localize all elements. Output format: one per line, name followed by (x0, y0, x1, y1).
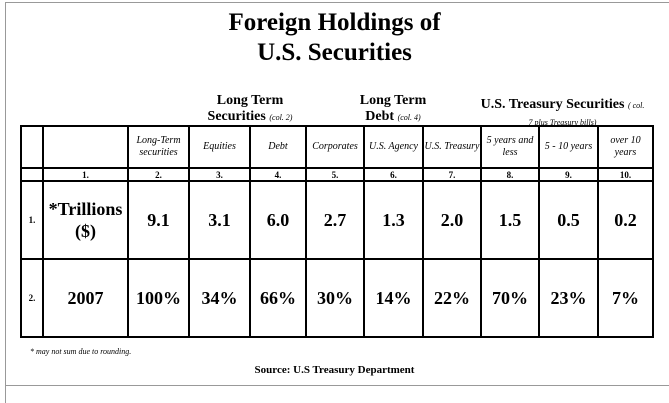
header-cell: Debt (249, 125, 307, 169)
data-cell: 1.5 (480, 180, 540, 260)
frame-line (5, 385, 669, 386)
header-cell: U.S. Treasury (422, 125, 482, 169)
group-note: (col. 4) (397, 113, 421, 122)
title-line: Foreign Holdings of (228, 9, 441, 36)
data-cell: 6.0 (249, 180, 307, 260)
row-label: *Trillions ($) (42, 180, 129, 260)
group-title: U.S. Treasury Securities (480, 97, 625, 112)
table: Long-Term securities Equities Debt Corporat… (20, 125, 654, 338)
data-cell: 14% (363, 258, 424, 338)
header-cell: U.S. Agency (363, 125, 424, 169)
row-number: 2. (20, 258, 44, 338)
data-cell: 7% (597, 258, 654, 338)
column-number-cell: 9. (538, 167, 599, 182)
data-cell: 23% (538, 258, 599, 338)
header-cell: 5 - 10 years (538, 125, 599, 169)
footnote: * may not sum due to rounding. (30, 347, 132, 356)
header-row: Long-Term securities Equities Debt Corporat… (20, 125, 654, 169)
data-cell: 70% (480, 258, 540, 338)
group-header: Long Term Securities (col. 2) (195, 93, 305, 126)
data-cell: 0.5 (538, 180, 599, 260)
column-number-row: 1. 2. 3. 4. 5. 6. 7. 8. 9. 10. (20, 167, 654, 182)
header-cell: over 10 years (597, 125, 654, 169)
column-number-cell: 10. (597, 167, 654, 182)
group-title: Long Term Securities (207, 93, 284, 124)
data-cell: 66% (249, 258, 307, 338)
header-cell: Corporates (305, 125, 365, 169)
column-number-cell: 2. (127, 167, 190, 182)
group-title: Long Term Debt (359, 93, 427, 124)
data-cell: 2.7 (305, 180, 365, 260)
group-note: (col. 2) (269, 113, 293, 122)
data-cell: 30% (305, 258, 365, 338)
group-header: U.S. Treasury Securities ( col. 7 plus T… (480, 97, 645, 131)
column-number-cell: 5. (305, 167, 365, 182)
data-cell: 1.3 (363, 180, 424, 260)
data-cell: 34% (188, 258, 251, 338)
data-cell: 3.1 (188, 180, 251, 260)
column-number-cell: 8. (480, 167, 540, 182)
column-number-cell: 3. (188, 167, 251, 182)
group-note: ( col. 7 plus Treasury bills) (528, 101, 645, 127)
column-number-cell: 1. (42, 167, 129, 182)
header-cell: Equities (188, 125, 251, 169)
header-cell (42, 125, 129, 169)
header-cell: Long-Term securities (127, 125, 190, 169)
column-number-cell (20, 167, 44, 182)
header-cell (20, 125, 44, 169)
group-header: Long Term Debt (col. 4) (348, 93, 438, 126)
header-cell: 5 years and less (480, 125, 540, 169)
data-cell: 9.1 (127, 180, 190, 260)
data-cell: 2.0 (422, 180, 482, 260)
row-label: 2007 (42, 258, 129, 338)
data-row: 2. 2007 100% 34% 66% 30% 14% 22% 70% 23% 7% (20, 258, 654, 338)
data-cell: 22% (422, 258, 482, 338)
data-cell: 0.2 (597, 180, 654, 260)
column-number-cell: 6. (363, 167, 424, 182)
column-number-cell: 4. (249, 167, 307, 182)
row-number: 1. (20, 180, 44, 260)
title-line: U.S. Securities (257, 39, 412, 66)
frame-line (5, 2, 6, 403)
data-row: 1. *Trillions ($) 9.1 3.1 6.0 2.7 1.3 2.0 1.5 0.5… (20, 180, 654, 260)
column-number-cell: 7. (422, 167, 482, 182)
source: Source: U.S Treasury Department (254, 364, 415, 376)
frame-line (5, 2, 669, 3)
data-cell: 100% (127, 258, 190, 338)
